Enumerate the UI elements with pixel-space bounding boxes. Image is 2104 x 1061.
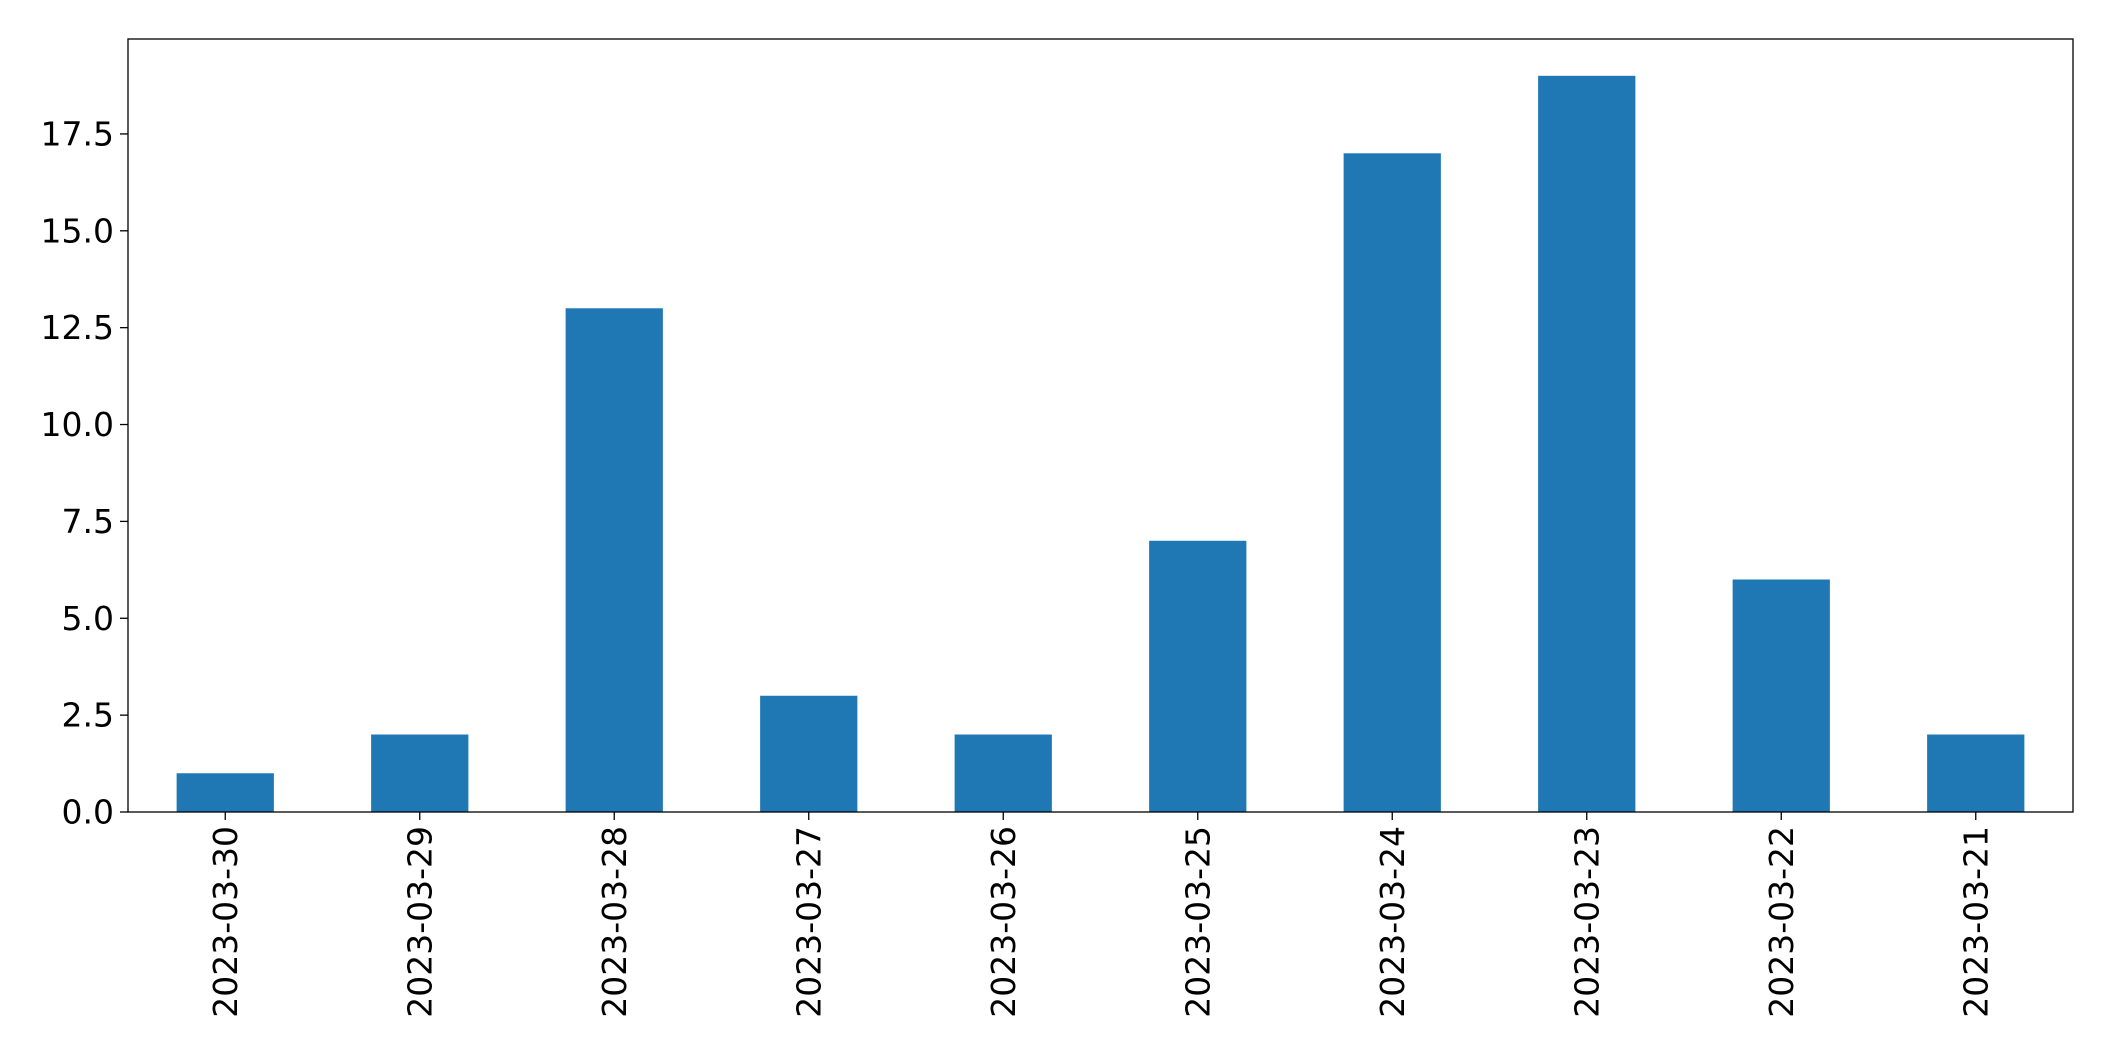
bar-2023-03-21 <box>1927 734 2025 812</box>
y-tick-label: 10.0 <box>41 405 114 444</box>
bar-2023-03-23 <box>1538 75 1636 813</box>
bar-2023-03-25 <box>1149 540 1247 812</box>
y-axis: 0.0 2.5 5.0 7.5 10.0 12.5 15.0 17.5 <box>41 114 128 832</box>
y-tick-label: 7.5 <box>62 502 114 541</box>
x-tick-label: 2023-03-27 <box>789 826 828 1018</box>
x-axis: 2023-03-30 2023-03-29 2023-03-28 2023-03-27… <box>206 812 1995 1018</box>
y-tick-label: 15.0 <box>41 211 114 250</box>
y-tick-label: 2.5 <box>62 696 114 735</box>
y-tick-label: 12.5 <box>41 308 114 347</box>
x-tick-label: 2023-03-29 <box>400 826 439 1018</box>
bar-2023-03-29 <box>371 734 469 812</box>
bar-2023-03-24 <box>1343 153 1441 813</box>
x-tick-label: 2023-03-28 <box>595 826 634 1018</box>
x-tick-label: 2023-03-23 <box>1567 826 1606 1018</box>
bars <box>176 75 2025 813</box>
bar-2023-03-26 <box>954 734 1052 812</box>
y-tick-label: 5.0 <box>62 599 114 638</box>
bar-2023-03-27 <box>760 695 858 812</box>
x-tick-label: 2023-03-25 <box>1178 826 1217 1018</box>
x-tick-label: 2023-03-21 <box>1956 826 1995 1018</box>
x-tick-label: 2023-03-24 <box>1373 826 1412 1018</box>
x-tick-label: 2023-03-30 <box>206 826 245 1018</box>
bar-2023-03-22 <box>1732 579 1830 812</box>
bar-2023-03-28 <box>565 308 663 812</box>
x-tick-label: 2023-03-26 <box>984 826 1023 1018</box>
bar-2023-03-30 <box>176 773 274 812</box>
plot-frame <box>127 38 2074 813</box>
y-tick-label: 17.5 <box>41 114 114 153</box>
y-tick-label: 0.0 <box>62 793 114 832</box>
x-tick-label: 2023-03-22 <box>1762 826 1801 1018</box>
